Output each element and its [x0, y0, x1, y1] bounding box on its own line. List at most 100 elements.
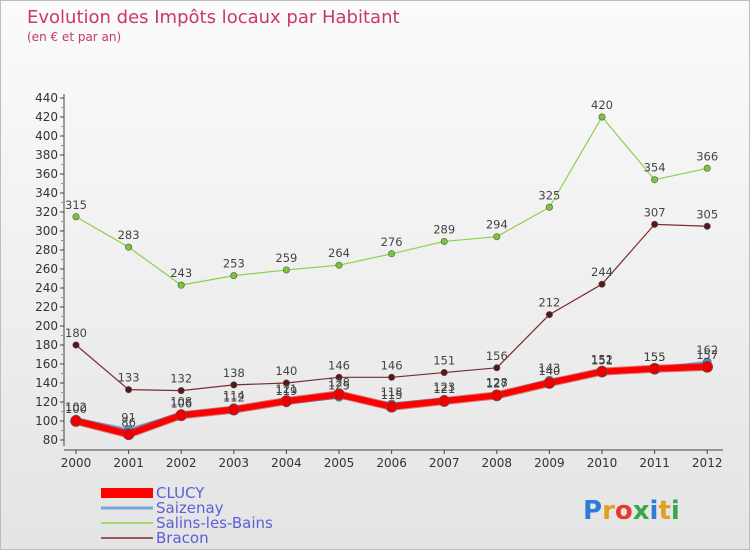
- data-point-salins-les-bains: [703, 164, 711, 172]
- data-point-bracon: [440, 369, 448, 377]
- data-label-salins-les-bains: 325: [538, 188, 560, 202]
- data-point-bracon: [388, 373, 396, 381]
- data-label-clucy: 152: [591, 353, 613, 367]
- data-point-bracon: [598, 280, 606, 288]
- data-label-clucy: 100: [65, 402, 87, 416]
- data-label-salins-les-bains: 264: [328, 246, 350, 260]
- data-label-bracon: 212: [538, 296, 560, 310]
- y-tick-label: 280: [35, 243, 58, 257]
- x-tick-label: 2010: [587, 456, 618, 470]
- y-tick-label: 100: [35, 414, 58, 428]
- data-point-bracon: [651, 220, 659, 228]
- data-label-clucy: 128: [328, 375, 350, 389]
- data-label-salins-les-bains: 276: [381, 235, 403, 249]
- data-label-saizenay: 114: [223, 389, 245, 403]
- x-tick-label: 2005: [324, 456, 355, 470]
- data-point-bracon: [703, 222, 711, 230]
- data-point-clucy: [438, 395, 451, 407]
- data-label-salins-les-bains: 253: [223, 257, 245, 271]
- data-label-saizenay: 128: [486, 375, 508, 389]
- data-label-clucy: 157: [696, 348, 718, 362]
- data-point-salins-les-bains: [282, 266, 290, 274]
- legend-label-saizenay: Saizenay: [156, 499, 224, 517]
- y-tick-label: 180: [35, 338, 58, 352]
- data-point-salins-les-bains: [440, 237, 448, 245]
- y-tick-label: 320: [35, 205, 58, 219]
- data-label-salins-les-bains: 315: [65, 198, 87, 212]
- data-label-bracon: 132: [170, 372, 192, 386]
- chart-title: Evolution des Impôts locaux par Habitant: [27, 7, 400, 28]
- data-label-saizenay: 151: [591, 354, 613, 368]
- y-tick-label: 260: [35, 262, 58, 276]
- data-label-clucy: 112: [223, 391, 245, 405]
- legend-label-salins-les-bains: Salins-les-Bains: [156, 514, 273, 532]
- data-label-bracon: 180: [65, 326, 87, 340]
- data-point-clucy: [543, 377, 556, 389]
- data-point-bracon: [125, 386, 133, 394]
- y-tick-label: 220: [35, 300, 58, 314]
- data-label-clucy: 140: [538, 364, 560, 378]
- data-label-saizenay: 143: [538, 361, 560, 375]
- data-label-clucy: 155: [644, 350, 666, 364]
- data-label-bracon: 133: [118, 371, 140, 385]
- data-label-bracon: 305: [696, 207, 718, 221]
- y-tick-label: 340: [35, 186, 58, 200]
- data-label-salins-les-bains: 243: [170, 266, 192, 280]
- y-tick-label: 160: [35, 357, 58, 371]
- data-point-bracon: [545, 311, 553, 319]
- data-point-clucy: [490, 389, 503, 402]
- data-label-bracon: 146: [381, 358, 403, 372]
- y-tick-label: 360: [35, 167, 58, 181]
- data-label-saizenay: 162: [696, 343, 718, 357]
- data-label-clucy: 121: [275, 382, 297, 396]
- data-point-clucy: [228, 403, 240, 416]
- data-point-salins-les-bains: [230, 272, 238, 280]
- data-label-bracon: 307: [644, 205, 666, 219]
- x-tick-label: 2001: [113, 456, 144, 470]
- data-point-clucy: [175, 409, 187, 422]
- data-label-salins-les-bains: 354: [644, 161, 666, 175]
- data-label-saizenay: 125: [328, 378, 350, 392]
- data-label-saizenay: 91: [121, 411, 136, 425]
- x-tick-label: 2011: [639, 456, 670, 470]
- x-tick-label: 2004: [271, 456, 302, 470]
- data-label-bracon: 146: [328, 358, 350, 372]
- data-point-salins-les-bains: [598, 113, 606, 121]
- data-point-bracon: [493, 364, 501, 372]
- y-tick-label: 80: [43, 433, 58, 447]
- data-label-clucy: 115: [381, 388, 403, 402]
- data-label-salins-les-bains: 289: [433, 222, 455, 236]
- data-label-bracon: 244: [591, 265, 613, 279]
- x-tick-label: 2007: [429, 456, 460, 470]
- x-tick-label: 2008: [482, 456, 513, 470]
- data-point-clucy: [648, 362, 661, 375]
- data-point-clucy: [333, 388, 345, 401]
- data-point-bracon: [335, 373, 343, 381]
- data-label-clucy: 106: [170, 396, 192, 410]
- data-point-salins-les-bains: [335, 261, 343, 269]
- legend-label-bracon: Bracon: [156, 529, 209, 547]
- data-label-saizenay: 102: [65, 400, 87, 414]
- y-tick-label: 300: [35, 224, 58, 238]
- x-tick-label: 2009: [534, 456, 565, 470]
- data-label-salins-les-bains: 366: [696, 149, 718, 163]
- data-label-clucy: 127: [486, 376, 508, 390]
- data-point-salins-les-bains: [545, 203, 553, 211]
- chart-subtitle: (en € et par an): [27, 30, 121, 44]
- data-point-clucy: [385, 400, 398, 413]
- data-label-salins-les-bains: 294: [486, 218, 508, 232]
- x-tick-label: 2000: [61, 456, 92, 470]
- data-label-salins-les-bains: 420: [591, 98, 613, 112]
- data-point-bracon: [177, 387, 185, 395]
- data-point-clucy: [122, 428, 135, 441]
- series-line-salins-les-bains: [75, 116, 708, 286]
- data-point-clucy: [70, 415, 82, 427]
- data-point-salins-les-bains: [177, 281, 185, 289]
- data-point-clucy: [280, 395, 293, 407]
- data-point-bracon: [282, 379, 290, 387]
- data-point-salins-les-bains: [493, 233, 501, 241]
- data-label-clucy: 86: [121, 415, 136, 429]
- data-label-salins-les-bains: 283: [118, 228, 140, 242]
